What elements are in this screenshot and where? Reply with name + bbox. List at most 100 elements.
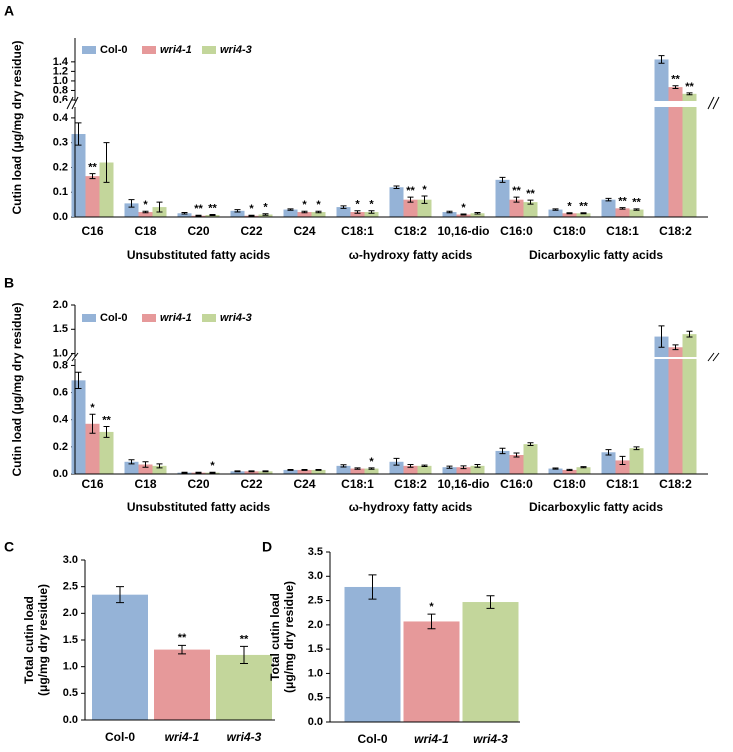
bar [403,199,418,217]
x-tick-label: C22 [240,477,262,491]
error-bar [513,196,520,203]
error-bar [209,214,216,217]
bar [576,467,591,474]
error-bar [75,371,82,389]
bar [85,423,100,474]
error-bar [446,210,453,214]
error-bar [527,199,534,205]
error-bar [619,455,626,465]
significance-label: ** [618,195,627,207]
bar [562,213,577,217]
y-tick-label: 0.3 [53,137,68,149]
y-tick-label: 0.5 [308,692,323,704]
significance-label: ** [208,202,217,214]
error-bar [407,196,414,203]
error-bar [248,214,255,217]
bar [668,87,683,217]
bar [124,461,139,474]
bar [350,468,365,474]
error-bar [460,465,467,470]
legend-swatch [202,314,216,322]
bar [138,464,153,474]
significance-label: * [302,199,307,211]
error-bar [262,213,269,216]
axis-break-mark [66,96,79,110]
y-tick-label: 1.5 [63,634,78,646]
bar [562,469,577,474]
y-tick-label: 1.0 [63,661,78,673]
panel-label: B [4,275,14,291]
x-tick-label: C22 [240,224,262,238]
bar [154,649,210,720]
x-tick-label: C16 [81,224,103,238]
panel-label: D [262,539,272,555]
bar [456,214,471,217]
bar [682,334,697,474]
group-label: ω-hydroxy fatty acids [349,248,473,262]
group-label: Dicarboxylic fatty acids [529,248,663,262]
significance-label: ** [632,197,641,209]
legend-label: wri4-1 [160,312,192,324]
significance-label: ** [88,162,97,174]
significance-label: ** [579,201,588,213]
bar [509,199,524,217]
legend-label: Col-0 [100,44,128,56]
x-tick-label: C20 [187,224,209,238]
x-tick-label: 10,16-dio [437,477,489,491]
y-axis-label: Cutin load (μg/mg dry residue) [10,302,24,476]
y-tick-label: 1.0 [308,667,323,679]
bar [615,460,630,474]
bar [495,450,510,474]
significance-label: * [263,202,268,214]
y-tick-label: 0.0 [63,714,78,726]
group-label: Unsubstituted fatty acids [127,248,271,262]
significance-label: * [249,203,254,215]
legend-label: wri4-1 [160,44,192,56]
error-bar [142,461,149,468]
y-axis-label: Total cutin load [22,596,36,684]
significance-label: * [429,601,434,613]
y-tick-label: 2.0 [308,619,323,631]
y-tick-label: 2.0 [53,299,68,311]
x-tick-label: C16:0 [500,477,533,491]
error-bar [287,469,294,471]
x-tick-label: C20 [187,477,209,491]
error-bar [287,208,294,211]
error-bar [368,467,375,470]
error-bar [156,201,163,213]
y-tick-label: 0.2 [53,161,68,173]
error-bar [354,467,361,470]
significance-label: * [567,201,572,213]
significance-label: * [316,199,321,211]
error-bar [633,208,640,211]
bar [99,431,114,474]
error-bar [393,185,400,190]
y-tick-label: 1.2 [53,65,68,77]
significance-label: * [355,199,360,211]
group-label: Unsubstituted fatty acids [127,500,271,514]
bar [495,179,510,217]
bar [470,465,485,474]
x-tick-label: C18:0 [553,224,586,238]
significance-label: ** [240,633,249,645]
y-tick-label: 3.5 [308,546,323,558]
bar [442,212,457,217]
error-bar [658,325,665,348]
panel-label: A [4,3,14,19]
x-tick-label: C18:0 [553,477,586,491]
significance-label: ** [406,185,415,197]
axis-break-mark [66,352,79,362]
bar [548,209,563,217]
bar [71,380,86,474]
y-tick-label: 0.4 [53,414,69,426]
x-tick-label: 10,16-dio [437,224,489,238]
y-tick-label: 2.5 [63,581,78,593]
error-bar [116,586,124,604]
error-bar [340,464,347,468]
bar [470,213,485,217]
error-bar [605,197,612,202]
error-bar [75,122,82,146]
x-tick-label: wri4-3 [473,732,508,746]
bar [297,469,312,474]
bar [403,465,418,474]
